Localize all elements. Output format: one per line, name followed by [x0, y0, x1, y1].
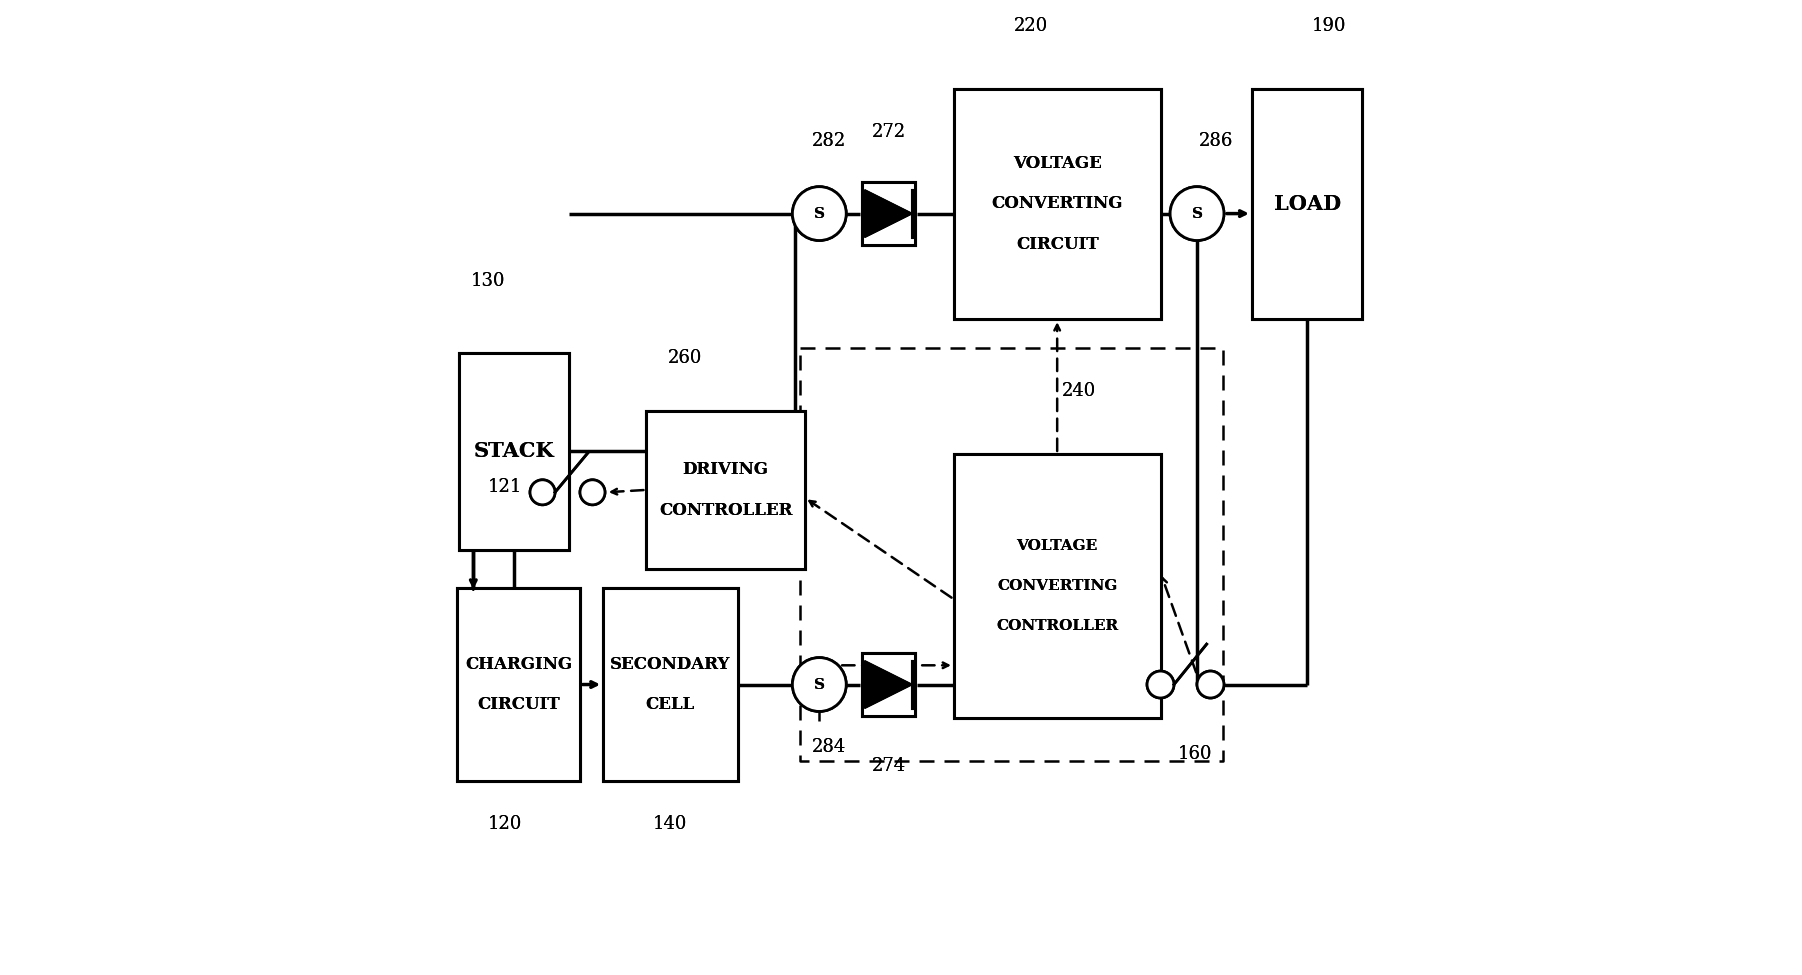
Bar — [953, 453, 1160, 719]
Text: 260: 260 — [667, 349, 703, 367]
Text: CONVERTING: CONVERTING — [997, 579, 1117, 593]
Text: CELL: CELL — [645, 696, 696, 713]
Text: S: S — [815, 678, 825, 691]
Polygon shape — [865, 190, 912, 237]
Text: CONTROLLER: CONTROLLER — [997, 619, 1119, 634]
Text: 240: 240 — [1061, 382, 1096, 401]
Circle shape — [1169, 186, 1224, 241]
Text: 130: 130 — [470, 272, 505, 290]
Circle shape — [1197, 671, 1224, 698]
Text: 284: 284 — [811, 738, 847, 756]
Text: LOAD: LOAD — [1274, 194, 1341, 214]
Text: 190: 190 — [1312, 18, 1346, 35]
Text: VOLTAGE: VOLTAGE — [1013, 155, 1101, 173]
Polygon shape — [865, 190, 912, 237]
Polygon shape — [865, 661, 912, 708]
Text: STACK: STACK — [474, 442, 555, 461]
Circle shape — [580, 480, 605, 505]
Bar — [953, 89, 1160, 319]
Circle shape — [793, 186, 847, 241]
Text: 272: 272 — [872, 123, 906, 141]
Text: S: S — [815, 207, 825, 220]
Text: 121: 121 — [488, 479, 523, 496]
Text: 220: 220 — [1013, 18, 1049, 35]
Text: 282: 282 — [811, 133, 847, 150]
Text: VOLTAGE: VOLTAGE — [1016, 538, 1097, 553]
Polygon shape — [865, 661, 912, 708]
Text: SECONDARY: SECONDARY — [611, 656, 730, 673]
Bar — [861, 653, 915, 716]
Bar — [861, 653, 915, 716]
Bar — [460, 353, 569, 550]
Text: 274: 274 — [872, 758, 906, 775]
Text: 260: 260 — [667, 349, 703, 367]
Text: S: S — [815, 207, 825, 220]
Circle shape — [1148, 671, 1173, 698]
Text: DRIVING: DRIVING — [683, 461, 769, 478]
Text: VOLTAGE: VOLTAGE — [1013, 155, 1101, 173]
Text: CELL: CELL — [645, 696, 696, 713]
Text: 160: 160 — [1179, 745, 1213, 762]
Text: S: S — [1191, 207, 1202, 220]
Text: 286: 286 — [1198, 133, 1233, 150]
Circle shape — [1148, 671, 1173, 698]
Text: CONVERTING: CONVERTING — [991, 195, 1123, 213]
Text: DRIVING: DRIVING — [683, 461, 769, 478]
Circle shape — [1169, 186, 1224, 241]
Text: 121: 121 — [488, 479, 523, 496]
Text: SECONDARY: SECONDARY — [611, 656, 730, 673]
Text: 282: 282 — [811, 133, 847, 150]
Text: STACK: STACK — [474, 442, 555, 461]
Text: 284: 284 — [811, 738, 847, 756]
Text: VOLTAGE: VOLTAGE — [1016, 538, 1097, 553]
Bar — [460, 353, 569, 550]
Text: CONTROLLER: CONTROLLER — [997, 619, 1119, 634]
Text: 120: 120 — [488, 815, 523, 833]
Text: CIRCUIT: CIRCUIT — [478, 696, 560, 713]
Circle shape — [793, 186, 847, 241]
Text: CIRCUIT: CIRCUIT — [478, 696, 560, 713]
Circle shape — [530, 480, 555, 505]
Circle shape — [1197, 671, 1224, 698]
Text: LOAD: LOAD — [1274, 194, 1341, 214]
Bar — [861, 182, 915, 245]
Text: CIRCUIT: CIRCUIT — [1016, 236, 1099, 253]
Text: S: S — [815, 678, 825, 691]
Text: 272: 272 — [872, 123, 906, 141]
Bar — [458, 589, 580, 781]
Text: 140: 140 — [652, 815, 688, 833]
Text: CONTROLLER: CONTROLLER — [660, 501, 793, 519]
Circle shape — [530, 480, 555, 505]
Text: CONVERTING: CONVERTING — [991, 195, 1123, 213]
Text: 120: 120 — [488, 815, 523, 833]
Text: CONTROLLER: CONTROLLER — [660, 501, 793, 519]
Text: 140: 140 — [652, 815, 688, 833]
Text: 274: 274 — [872, 758, 906, 775]
Circle shape — [793, 657, 847, 712]
Bar — [1252, 89, 1362, 319]
Circle shape — [793, 657, 847, 712]
Text: CHARGING: CHARGING — [465, 656, 571, 673]
Bar — [1252, 89, 1362, 319]
Text: 286: 286 — [1198, 133, 1233, 150]
Bar — [953, 453, 1160, 719]
Bar — [861, 182, 915, 245]
Bar — [604, 589, 737, 781]
Text: CIRCUIT: CIRCUIT — [1016, 236, 1099, 253]
Bar — [953, 89, 1160, 319]
Bar — [647, 410, 805, 569]
Text: 240: 240 — [1061, 382, 1096, 401]
Text: 130: 130 — [470, 272, 505, 290]
Text: S: S — [1191, 207, 1202, 220]
Text: 190: 190 — [1312, 18, 1346, 35]
Text: CHARGING: CHARGING — [465, 656, 571, 673]
Text: 220: 220 — [1013, 18, 1049, 35]
Bar — [458, 589, 580, 781]
Bar — [604, 589, 737, 781]
Text: 160: 160 — [1179, 745, 1213, 762]
Text: CONVERTING: CONVERTING — [997, 579, 1117, 593]
Bar — [647, 410, 805, 569]
Circle shape — [580, 480, 605, 505]
